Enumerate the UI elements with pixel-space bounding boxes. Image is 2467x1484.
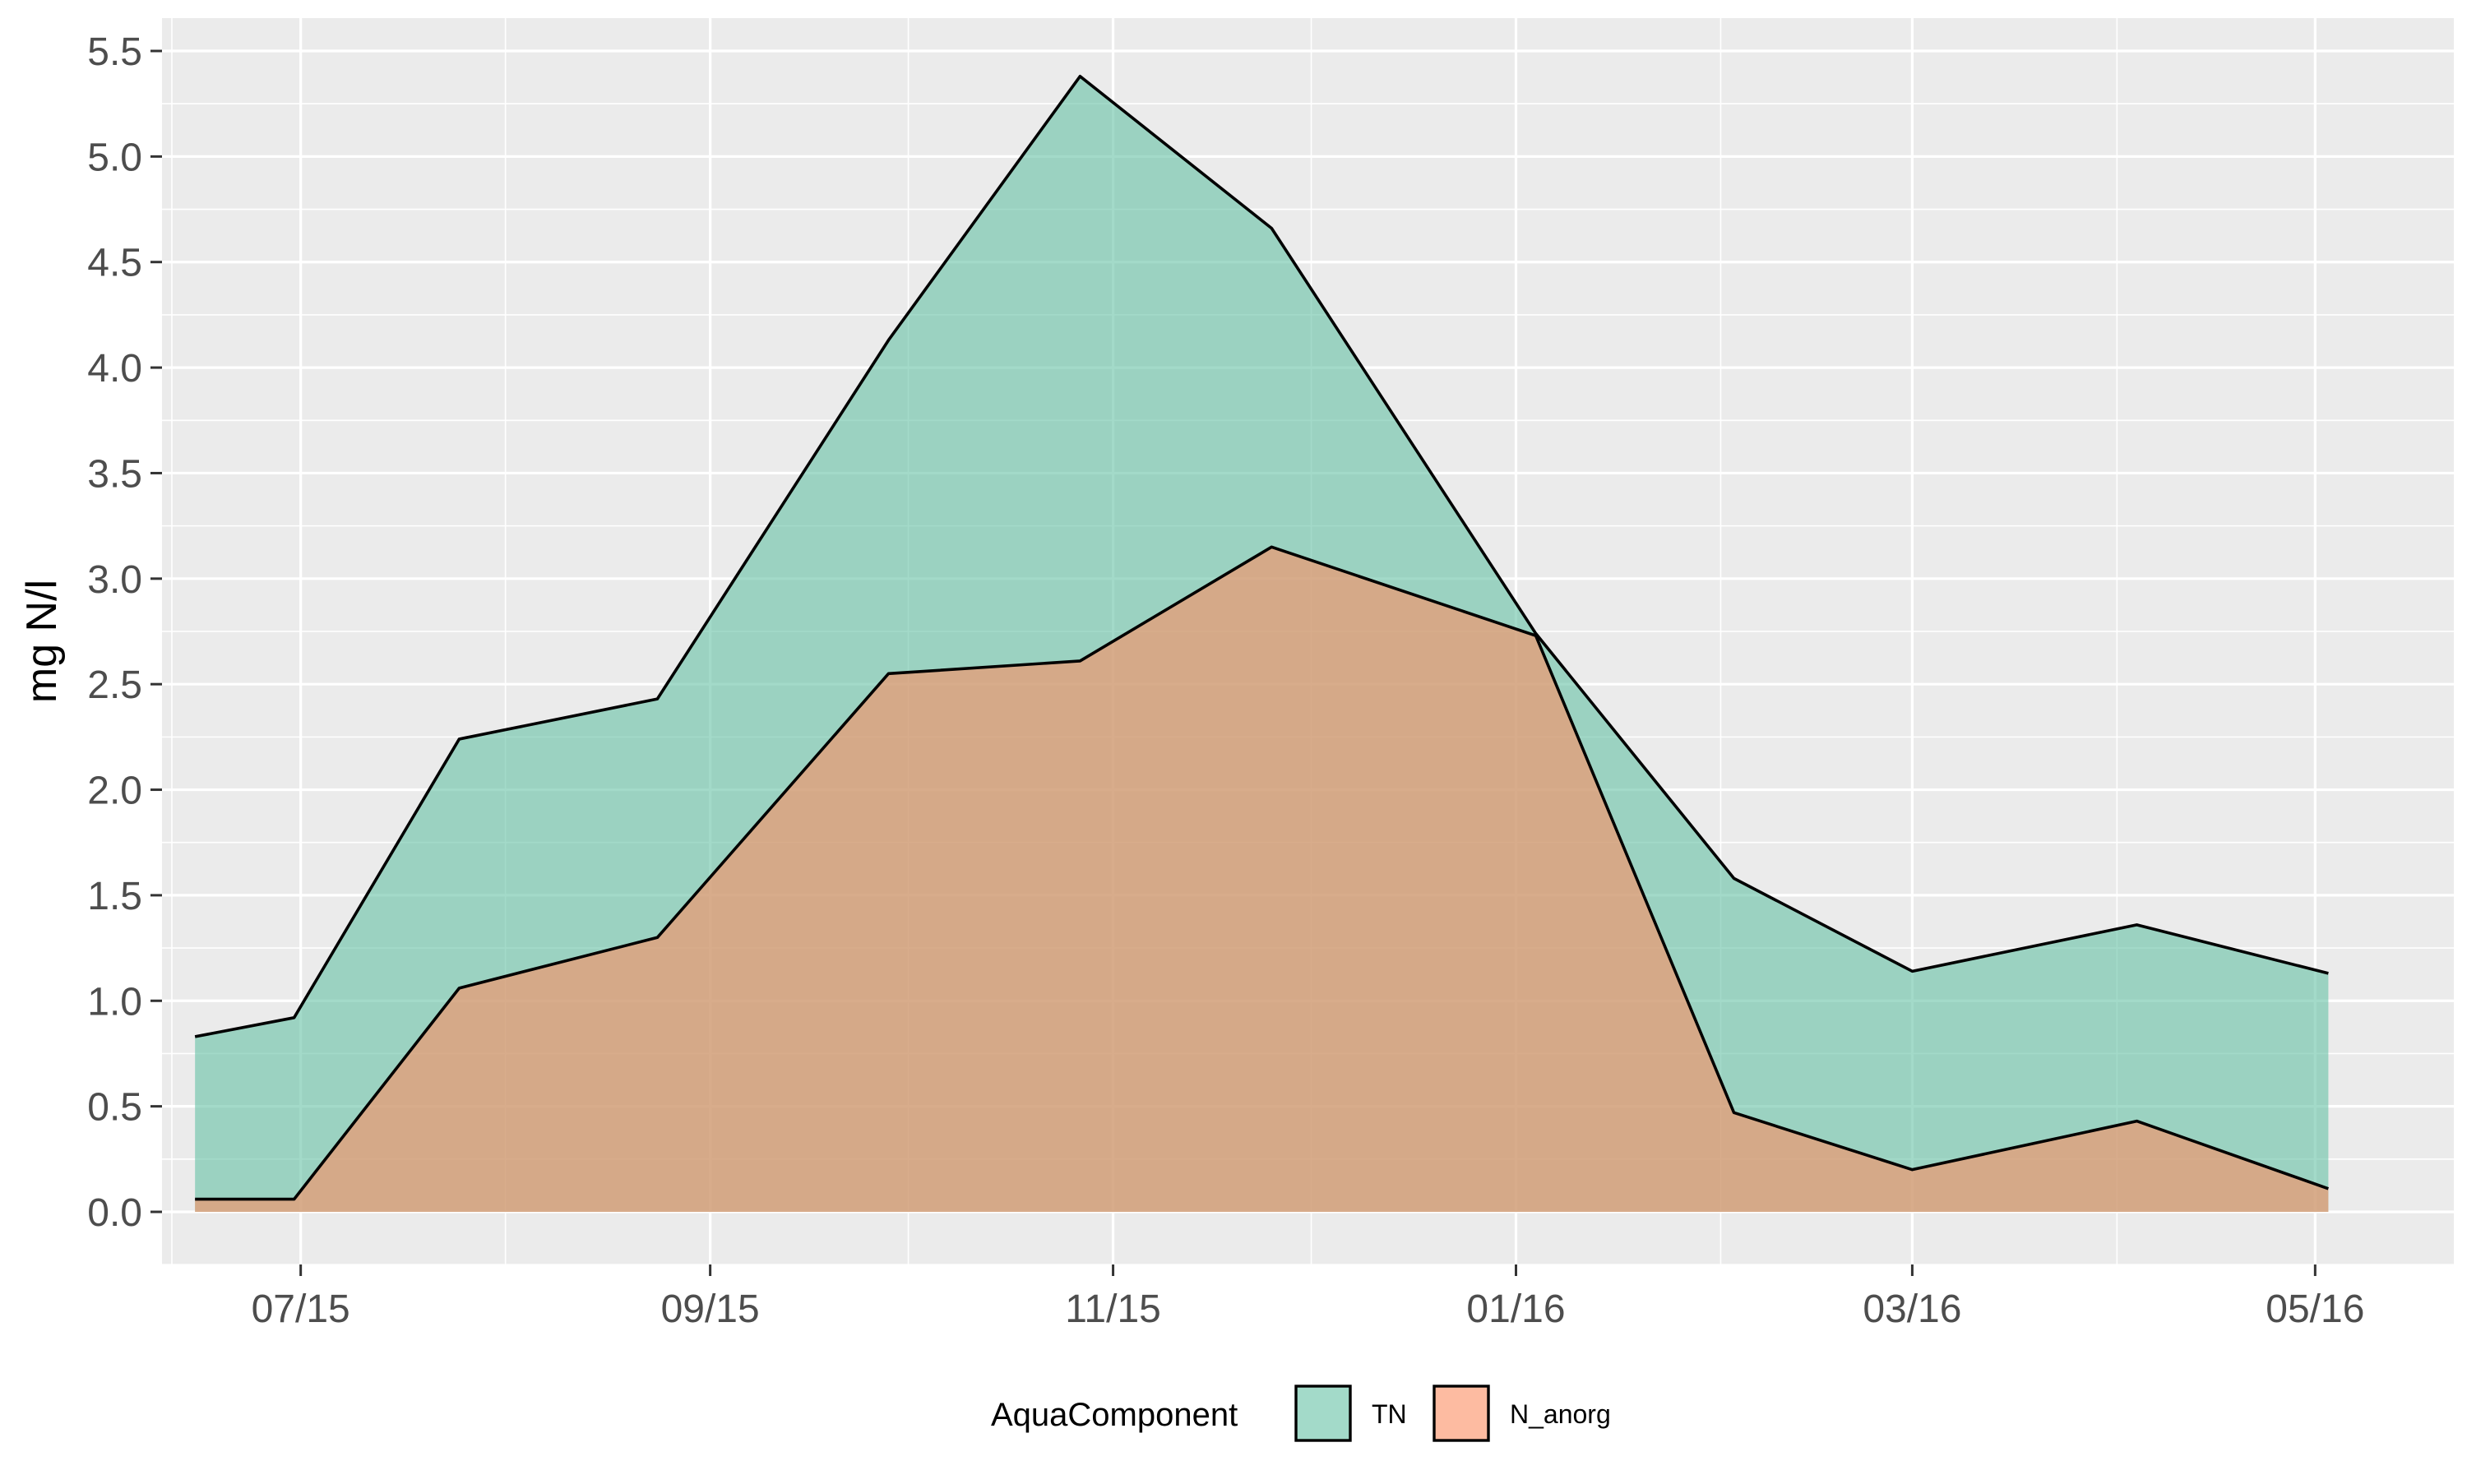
x-tick-label: 09/15 bbox=[661, 1288, 760, 1331]
y-tick-label: 3.5 bbox=[87, 452, 142, 496]
legend: AquaComponent TN N_anorg bbox=[991, 1385, 1611, 1442]
y-tick-label: 0.5 bbox=[87, 1086, 142, 1130]
line-n-anorg bbox=[195, 545, 2329, 1201]
line-tn bbox=[194, 75, 2329, 1038]
x-axis: 07/15 09/15 11/15 01/16 03/16 05/16 bbox=[252, 1264, 2364, 1331]
x-tick-label: 05/16 bbox=[2266, 1288, 2364, 1331]
x-tick-label: 07/15 bbox=[252, 1288, 350, 1331]
legend-label-tn: TN bbox=[1372, 1399, 1407, 1429]
area-series bbox=[194, 75, 2329, 1213]
legend-key-n-anorg bbox=[1433, 1385, 1490, 1442]
y-axis-title: mg N/l bbox=[18, 580, 66, 703]
y-tick-label: 5.5 bbox=[87, 30, 142, 74]
y-tick-label: 0.0 bbox=[87, 1191, 142, 1235]
x-tick-label: 03/16 bbox=[1863, 1288, 1961, 1331]
y-tick-label: 4.0 bbox=[87, 347, 142, 391]
y-tick-label: 5.0 bbox=[87, 136, 142, 179]
legend-label-n-anorg: N_anorg bbox=[1510, 1399, 1611, 1429]
legend-key-tn bbox=[1294, 1385, 1352, 1442]
y-tick-label: 2.0 bbox=[87, 770, 142, 813]
y-tick-label: 3.0 bbox=[87, 558, 142, 602]
area-n-anorg bbox=[195, 547, 2329, 1212]
y-tick-label: 4.5 bbox=[87, 242, 142, 285]
x-tick-label: 01/16 bbox=[1466, 1288, 1565, 1331]
legend-title: AquaComponent bbox=[991, 1397, 1238, 1433]
y-tick-label: 1.5 bbox=[87, 875, 142, 918]
y-tick-label: 2.5 bbox=[87, 663, 142, 707]
y-axis: 0.0 0.5 1.0 1.5 2.0 2.5 3.0 3.5 4.0 4.5 5.0 5.5 bbox=[87, 30, 162, 1235]
x-tick-label: 11/15 bbox=[1065, 1288, 1161, 1331]
y-tick-label: 1.0 bbox=[87, 980, 142, 1024]
